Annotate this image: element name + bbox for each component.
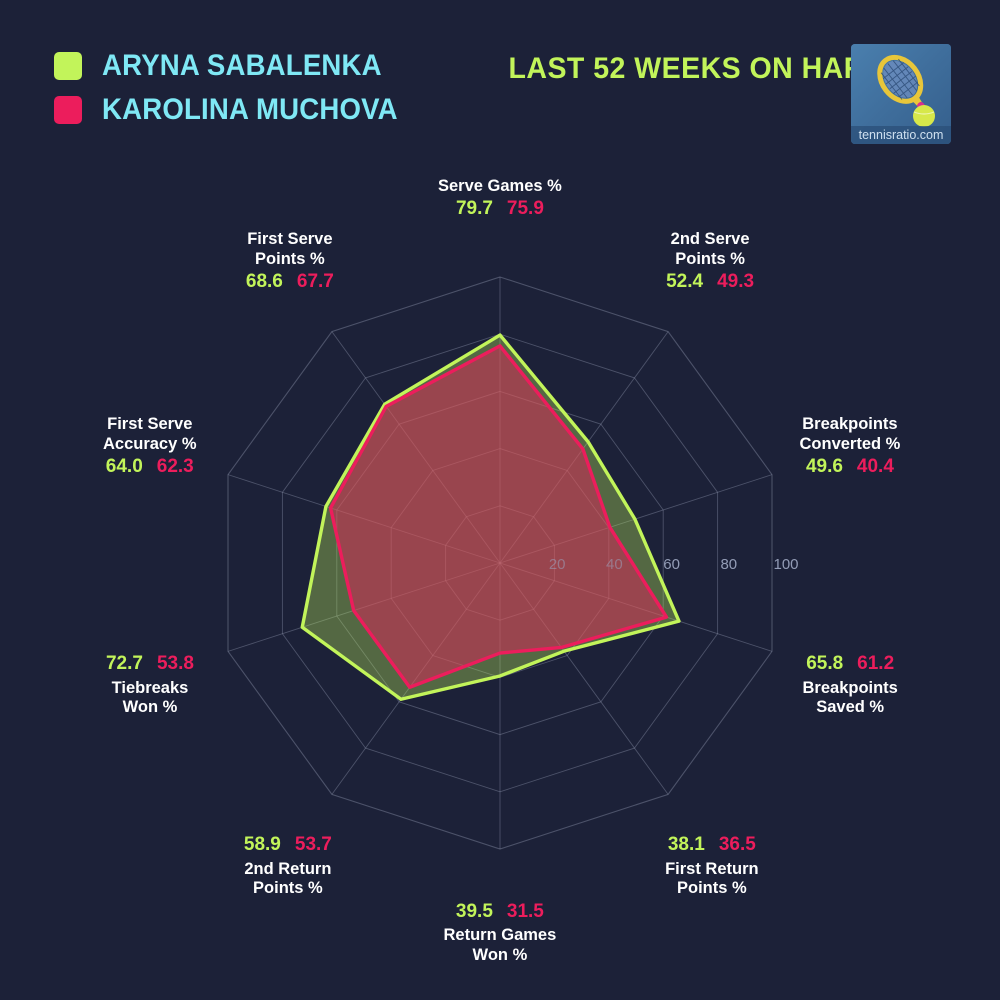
value-player-b: 53.7 bbox=[294, 834, 332, 856]
axis-label-7: 72.7 53.8 Tiebreaks Won % bbox=[106, 653, 194, 717]
axis-label-8: First Serve Accuracy % 64.0 62.3 bbox=[103, 415, 197, 478]
axis-label-values: 49.6 40.4 bbox=[800, 456, 901, 478]
grid-spoke bbox=[499, 562, 773, 652]
axis-label-1: 2nd Serve Points % 52.4 49.3 bbox=[666, 230, 754, 293]
axis-label-values: 64.0 62.3 bbox=[103, 456, 197, 478]
grid-ring-80 bbox=[281, 333, 719, 793]
axis-label-0: Serve Games % 79.7 75.9 bbox=[438, 177, 562, 221]
axis-label-3: 65.8 61.2 Breakpoints Saved % bbox=[803, 653, 898, 717]
value-player-a: 64.0 bbox=[105, 456, 143, 478]
axis-label-9: First Serve Points % 68.6 67.7 bbox=[246, 230, 334, 293]
grid-spoke bbox=[227, 474, 501, 564]
series-outline-0 bbox=[300, 333, 681, 701]
axis-label-values: 72.7 53.8 bbox=[106, 653, 194, 675]
axis-label-4: 38.1 36.5 First Return Points % bbox=[665, 834, 759, 898]
site-logo: tennisratio.com bbox=[851, 44, 951, 144]
legend-label-player-a: ARYNA SABALENKA bbox=[102, 49, 382, 82]
axis-label-2: Breakpoints Converted % 49.6 40.4 bbox=[800, 415, 901, 478]
value-player-a: 38.1 bbox=[667, 834, 705, 856]
axis-label-values: 58.9 53.7 bbox=[244, 834, 332, 856]
logo-artwork: tennisratio.com bbox=[851, 44, 951, 144]
axis-label-values: 79.7 75.9 bbox=[438, 198, 562, 220]
value-player-b: 67.7 bbox=[296, 271, 334, 293]
grid-spoke bbox=[499, 331, 669, 564]
value-player-b: 61.2 bbox=[857, 653, 895, 675]
grid-ring-20 bbox=[445, 505, 555, 621]
axis-label-name: Return Games Won % bbox=[443, 926, 557, 964]
value-player-a: 79.7 bbox=[455, 198, 493, 220]
page-title: LAST 52 WEEKS ON HARD bbox=[508, 52, 886, 85]
grid-spoke bbox=[227, 562, 501, 652]
value-player-a: 72.7 bbox=[105, 653, 143, 675]
grid-spoke bbox=[499, 562, 669, 795]
axis-label-values: 38.1 36.5 bbox=[665, 834, 759, 856]
radial-tick-label: 40 bbox=[606, 556, 623, 573]
logo-site-text: tennisratio.com bbox=[859, 128, 944, 142]
axis-label-name: First Serve Accuracy % bbox=[102, 415, 197, 453]
grid-ring-100 bbox=[227, 276, 773, 850]
value-player-b: 40.4 bbox=[856, 456, 894, 478]
axis-label-name: Breakpoints Saved % bbox=[802, 678, 898, 717]
value-player-a: 52.4 bbox=[666, 271, 704, 293]
axis-label-values: 68.6 67.7 bbox=[246, 271, 334, 293]
tennis-ball-icon bbox=[913, 105, 935, 127]
legend-swatch-green bbox=[54, 52, 82, 80]
axis-label-name: First Serve Points % bbox=[247, 230, 333, 268]
legend-item-player-b: KAROLINA MUCHOVA bbox=[54, 88, 424, 132]
axis-label-values: 52.4 49.3 bbox=[666, 271, 754, 293]
value-player-a: 49.6 bbox=[805, 456, 843, 478]
value-player-b: 53.8 bbox=[156, 653, 194, 675]
series-outline-1 bbox=[328, 344, 669, 689]
legend-swatch-pink bbox=[54, 96, 82, 124]
axis-label-values: 65.8 61.2 bbox=[803, 653, 898, 675]
axis-label-name: Breakpoints Converted % bbox=[799, 415, 901, 453]
axis-label-name: Serve Games % bbox=[438, 177, 562, 195]
axis-label-name: 2nd Return Points % bbox=[244, 859, 332, 898]
axis-label-values: 39.5 31.5 bbox=[444, 901, 557, 923]
axis-label-5: 39.5 31.5 Return Games Won % bbox=[444, 901, 557, 965]
axis-label-6: 58.9 53.7 2nd Return Points % bbox=[244, 834, 332, 898]
legend: ARYNA SABALENKA KAROLINA MUCHOVA bbox=[54, 44, 424, 132]
radial-tick-label: 20 bbox=[549, 556, 566, 573]
axis-label-name: First Return Points % bbox=[665, 859, 759, 898]
radial-tick-label: 80 bbox=[720, 556, 737, 573]
radial-tick-label: 100 bbox=[773, 556, 798, 573]
value-player-b: 62.3 bbox=[156, 456, 194, 478]
series-fill-1 bbox=[330, 345, 667, 688]
axis-label-name: 2nd Serve Points % bbox=[670, 230, 750, 268]
axis-label-name: Tiebreaks Won % bbox=[111, 678, 189, 717]
tennis-racket-icon bbox=[877, 54, 934, 122]
value-player-a: 65.8 bbox=[806, 653, 844, 675]
radial-tick-label: 60 bbox=[663, 556, 680, 573]
grid-spoke bbox=[331, 562, 501, 795]
series-fill-0 bbox=[302, 335, 679, 700]
value-player-a: 39.5 bbox=[455, 901, 493, 922]
grid-ring-60 bbox=[336, 390, 664, 736]
value-player-a: 58.9 bbox=[243, 834, 281, 856]
legend-item-player-a: ARYNA SABALENKA bbox=[54, 44, 424, 88]
value-player-b: 49.3 bbox=[717, 271, 755, 293]
value-player-b: 75.9 bbox=[506, 198, 544, 220]
value-player-b: 31.5 bbox=[506, 901, 544, 922]
value-player-b: 36.5 bbox=[718, 834, 756, 856]
value-player-a: 68.6 bbox=[245, 271, 283, 293]
grid-spoke bbox=[331, 331, 501, 564]
legend-label-player-b: KAROLINA MUCHOVA bbox=[102, 93, 398, 126]
